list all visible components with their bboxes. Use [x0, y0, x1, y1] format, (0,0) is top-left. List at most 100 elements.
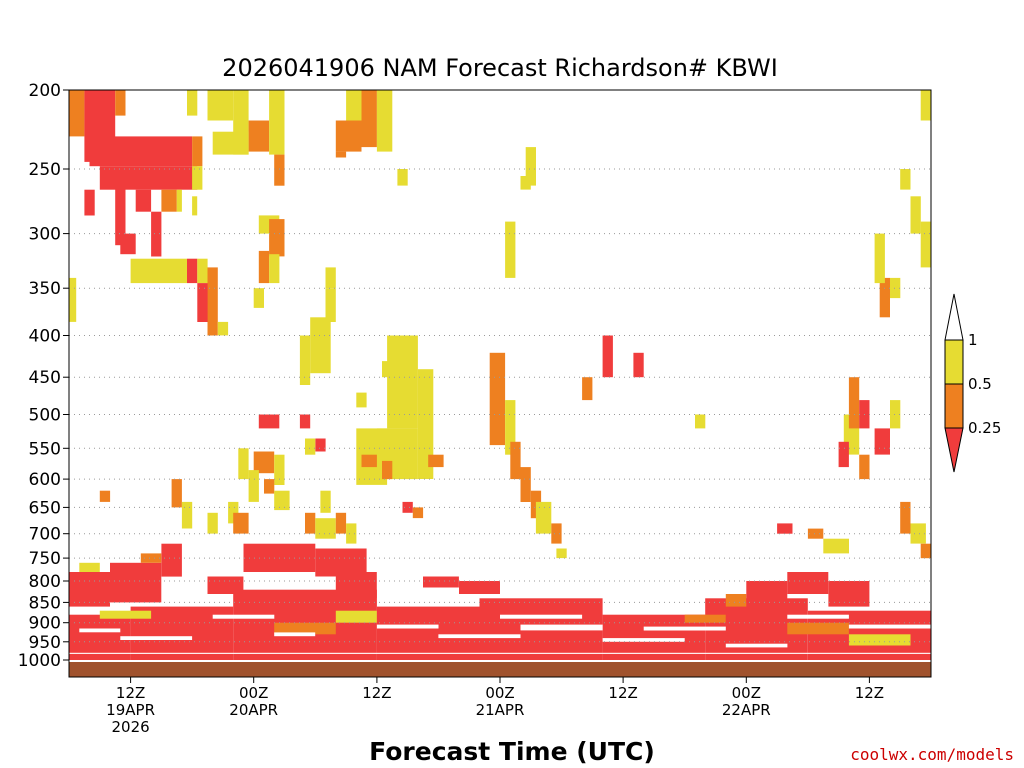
ri-cell-orange	[879, 277, 890, 318]
ri-cell-yellow	[269, 254, 280, 284]
ri-cell-yellow	[910, 196, 921, 234]
ri-cell-orange	[335, 120, 362, 152]
y-tick-label: 550	[29, 439, 61, 459]
ri-cell-yellow	[346, 523, 357, 544]
chart-title: 2026041906 NAM Forecast Richardson# KBWI	[222, 54, 778, 82]
ri-cell-yellow	[520, 176, 531, 190]
ri-cell-red	[423, 576, 459, 588]
y-tick-label: 250	[29, 160, 61, 180]
ri-cell-orange	[725, 594, 747, 607]
x-tick-label: 12Z	[362, 684, 391, 702]
x-tick-label: 22APR	[722, 701, 771, 719]
ri-cell-red	[258, 414, 280, 429]
y-tick-label: 450	[29, 368, 61, 388]
y-tick-label: 300	[29, 225, 61, 245]
ri-gap	[500, 614, 583, 619]
ri-cell-yellow	[417, 369, 434, 479]
ri-cell-red	[777, 523, 793, 534]
ri-cell-yellow	[382, 361, 393, 378]
x-tick-label: 00Z	[485, 684, 514, 702]
y-tick-label: 700	[29, 525, 61, 545]
ri-cell-red	[633, 352, 644, 378]
ri-cell-yellow	[320, 490, 331, 513]
ri-cell-red	[602, 335, 613, 378]
ri-cell-yellow	[505, 400, 516, 455]
ri-cell-yellow	[207, 512, 218, 534]
x-tick-label: 20APR	[229, 701, 278, 719]
y-tick-label: 650	[29, 498, 61, 518]
ri-cell-orange	[253, 451, 275, 474]
ri-cell-yellow	[900, 169, 911, 190]
ri-cell-yellow	[525, 147, 536, 186]
ri-cell-red	[120, 233, 136, 255]
ri-cell-orange	[361, 90, 377, 148]
ri-cell-orange	[848, 377, 860, 429]
ri-cell-orange	[192, 136, 203, 167]
ri-gap	[848, 624, 931, 629]
ri-cell-orange	[115, 90, 126, 116]
ri-cell-yellow	[335, 610, 377, 623]
y-tick-label: 500	[29, 406, 61, 426]
ri-gap	[643, 626, 726, 631]
colorbar-legend: 1 0.5 0.25	[944, 293, 1001, 473]
ri-cell-orange	[361, 454, 377, 468]
ri-cell-yellow	[505, 221, 516, 278]
ri-cell-red	[828, 581, 870, 607]
ri-cell-red	[402, 501, 413, 513]
ri-cell-orange	[335, 151, 347, 158]
ri-cell-yellow	[187, 90, 198, 116]
ri-cell-yellow	[695, 414, 706, 429]
ri-cell-red	[376, 606, 480, 660]
y-tick-label: 200	[29, 81, 61, 101]
ri-cell-yellow	[269, 90, 285, 155]
y-axis: 200 250 300 350 400 450 500 550 600 650 700 750 8008…	[18, 81, 69, 671]
ri-cell-yellow	[274, 454, 285, 485]
ri-gap	[79, 628, 121, 633]
x-axis-label: Forecast Time (UTC)	[369, 737, 655, 766]
ri-cell-orange	[258, 250, 270, 284]
ri-cell-yellow	[890, 400, 901, 429]
ri-cell-yellow	[99, 610, 152, 619]
y-tick-label: 800	[29, 572, 61, 592]
ri-cell-yellow	[248, 470, 259, 502]
ri-cell-yellow	[310, 317, 331, 374]
y-tick-label: 950	[29, 633, 61, 653]
ri-cell-orange	[582, 377, 593, 401]
ri-cell-orange	[382, 460, 393, 480]
ri-cell-red	[874, 428, 890, 455]
ri-gap	[274, 632, 316, 637]
ri-gap	[787, 614, 849, 619]
colorbar-tick-label: 0.5	[968, 375, 992, 393]
ri-gap	[438, 634, 521, 639]
ri-cell-red	[838, 441, 849, 468]
y-tick-label: 850	[29, 593, 61, 613]
ri-cell-yellow	[130, 258, 187, 284]
ri-cell-red	[787, 572, 829, 594]
y-tick-label: 1000	[18, 651, 61, 671]
ri-cell-yellow	[920, 221, 931, 268]
ri-cell-yellow	[376, 90, 393, 152]
ri-cell-red	[84, 189, 95, 216]
ri-cell-red	[197, 283, 208, 322]
ri-cell-orange	[684, 614, 726, 623]
ri-cell-red	[161, 543, 182, 577]
ri-cell-orange	[510, 441, 521, 480]
x-tick-label: 2026	[112, 718, 150, 736]
ri-cell-red	[315, 548, 367, 577]
ri-cell-red	[110, 562, 162, 603]
ri-cell-orange	[248, 120, 270, 152]
ri-cell-orange	[787, 622, 849, 635]
ri-cell-yellow	[192, 166, 203, 190]
ri-gap	[376, 624, 439, 629]
ri-cell-yellow	[556, 548, 567, 559]
ri-cell-red	[89, 136, 193, 167]
ri-cell-yellow	[346, 90, 362, 121]
y-tick-label: 350	[29, 279, 61, 299]
ri-cell-red	[459, 581, 500, 594]
ri-cell-yellow	[176, 189, 182, 212]
ri-cell-orange	[233, 512, 249, 534]
y-tick-label: 750	[29, 549, 61, 569]
ri-cell-yellow	[848, 634, 911, 646]
ri-cell-yellow	[212, 131, 249, 155]
